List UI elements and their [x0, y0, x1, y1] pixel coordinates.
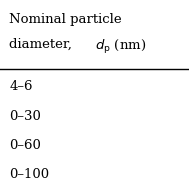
Text: Nominal particle: Nominal particle	[9, 13, 122, 26]
Text: diameter,: diameter,	[9, 38, 77, 51]
Text: 0–60: 0–60	[9, 139, 41, 152]
Text: 0–100: 0–100	[9, 168, 50, 181]
Text: 4–6: 4–6	[9, 80, 33, 93]
Text: $d_\mathrm{p}$ (nm): $d_\mathrm{p}$ (nm)	[95, 38, 147, 56]
Text: 0–30: 0–30	[9, 110, 41, 123]
